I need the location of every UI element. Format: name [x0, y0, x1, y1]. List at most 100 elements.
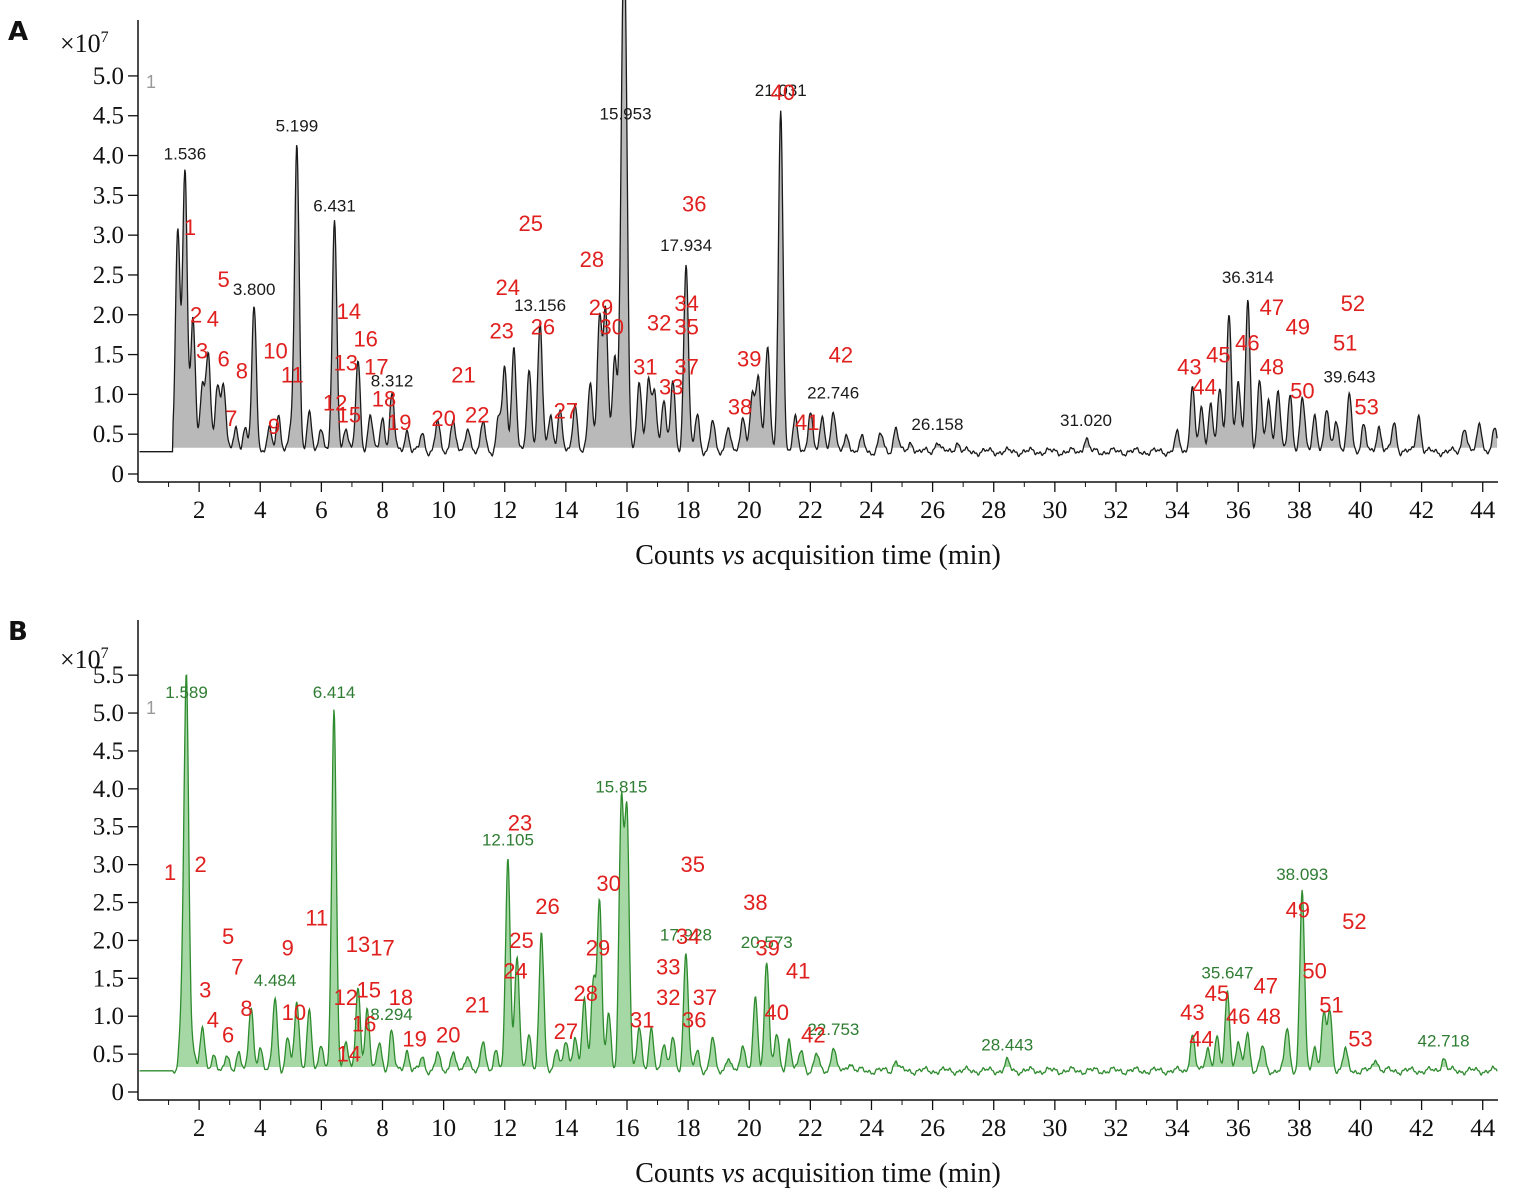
peak-number-label: 6	[217, 347, 229, 372]
x-axis-title-part: acquisition time (min)	[745, 1158, 1001, 1189]
peak-number-label: 7	[231, 955, 243, 980]
peak-number-label: 46	[1235, 331, 1259, 356]
peak-number-label: 8	[236, 358, 248, 383]
peak-number-label: 3	[196, 339, 208, 364]
x-axis-title-italic: vs	[722, 540, 745, 571]
x-tick-label: 18	[676, 497, 701, 524]
peak-number-label: 10	[263, 339, 287, 364]
peak-number-label: 22	[465, 402, 489, 427]
peak-number-label: 24	[496, 275, 520, 300]
retention-time-label: 26.158	[911, 415, 963, 434]
peak-number-label: 10	[282, 1000, 306, 1025]
peak-number-label: 3	[199, 977, 211, 1002]
peak-number-label: 8	[240, 996, 252, 1021]
peak-number-label: 40	[764, 1000, 788, 1025]
retention-time-label: 17.934	[660, 236, 712, 255]
corner-mark: 1	[146, 72, 156, 92]
y-tick-label: 0.5	[93, 421, 124, 448]
x-tick-label: 30	[1042, 1115, 1067, 1142]
peak-number-label: 47	[1253, 973, 1277, 998]
peak-number-label: 1	[184, 215, 196, 240]
peak-number-label: 30	[596, 871, 620, 896]
peak-number-label: 35	[674, 315, 698, 340]
retention-time-label: 39.643	[1324, 367, 1376, 386]
retention-time-label: 6.414	[313, 683, 356, 702]
peak-number-label: 18	[389, 985, 413, 1010]
peak-number-label: 27	[554, 1019, 578, 1044]
peak-number-label: 16	[352, 1011, 376, 1036]
retention-time-label: 4.484	[254, 971, 297, 990]
x-tick-label: 38	[1287, 497, 1312, 524]
retention-time-label: 12.105	[482, 831, 534, 850]
scale-exponent: 7	[101, 645, 109, 662]
peak-number-label: 14	[337, 1042, 361, 1067]
peak-number-label: 1	[164, 860, 176, 885]
x-tick-label: 20	[737, 1115, 762, 1142]
peak-number-label: 40	[771, 80, 795, 105]
corner-mark: 1	[146, 698, 156, 718]
y-tick-label: 2.5	[93, 262, 124, 289]
x-tick-label: 10	[431, 1115, 456, 1142]
peak-number-label: 38	[743, 890, 767, 915]
y-tick-label: 4.5	[93, 738, 124, 765]
y-tick-label: 1.5	[93, 342, 124, 369]
peak-number-label: 45	[1205, 981, 1229, 1006]
peak-number-label: 34	[674, 291, 698, 316]
peak-number-label: 33	[659, 374, 683, 399]
x-tick-label: 36	[1226, 1115, 1251, 1142]
peak-number-label: 34	[676, 924, 700, 949]
x-tick-label: 30	[1042, 497, 1067, 524]
peak-number-label: 53	[1354, 394, 1378, 419]
peak-number-label: 42	[829, 343, 853, 368]
peak-number-label: 50	[1290, 378, 1314, 403]
retention-time-label: 22.753	[807, 1020, 859, 1039]
y-tick-label: 2.0	[93, 302, 124, 329]
peak-number-label: 48	[1257, 1004, 1281, 1029]
x-tick-label: 34	[1165, 1115, 1191, 1142]
peak-number-label: 12	[323, 390, 347, 415]
chromatogram-fill	[139, 675, 1498, 1067]
x-axis-title: Counts vs acquisition time (min)	[635, 1158, 1001, 1189]
retention-time-label: 42.718	[1418, 1032, 1470, 1051]
y-tick-label: 1.0	[93, 1003, 124, 1030]
x-tick-label: 44	[1470, 497, 1496, 524]
peak-number-label: 32	[656, 985, 680, 1010]
x-tick-label: 28	[981, 497, 1006, 524]
x-tick-label: 22	[798, 1115, 823, 1142]
peak-number-label: 18	[372, 386, 396, 411]
retention-time-label: 21.031	[755, 81, 807, 100]
peak-number-label: 14	[337, 299, 361, 324]
peak-number-label: 31	[630, 1008, 654, 1033]
x-tick-label: 24	[859, 497, 885, 524]
peak-number-label: 46	[1226, 1004, 1250, 1029]
retention-time-label: 1.536	[164, 145, 207, 164]
peak-number-label: 49	[1286, 898, 1310, 923]
peak-number-label: 28	[580, 247, 604, 272]
peak-number-label: 19	[387, 410, 411, 435]
peak-number-label: 17	[364, 354, 388, 379]
peak-number-label: 35	[680, 852, 704, 877]
chromatogram-trace	[139, 674, 1498, 1077]
y-tick-label: 5.5	[93, 662, 124, 689]
scale-multiplier: ×107	[60, 645, 109, 674]
x-tick-label: 12	[492, 497, 517, 524]
chart-panel-B: B×107100.51.01.52.02.53.03.54.04.55.05.5…	[8, 617, 1498, 1189]
peak-number-label: 9	[268, 414, 280, 439]
x-tick-label: 26	[920, 497, 945, 524]
retention-time-label: 1.589	[165, 683, 208, 702]
x-tick-label: 14	[553, 1115, 579, 1142]
x-tick-label: 44	[1470, 1115, 1496, 1142]
peak-number-label: 39	[737, 347, 761, 372]
retention-time-label: 3.800	[233, 280, 276, 299]
peak-number-label: 15	[356, 977, 380, 1002]
peak-number-label: 28	[573, 981, 597, 1006]
peak-number-label: 5	[217, 267, 229, 292]
peak-number-label: 11	[281, 362, 304, 387]
peak-number-label: 51	[1319, 992, 1343, 1017]
panel-letter: A	[8, 17, 28, 47]
peak-number-label: 37	[674, 354, 698, 379]
scale-exponent: 7	[101, 29, 109, 46]
peak-number-label: 41	[786, 958, 810, 983]
x-tick-label: 14	[553, 497, 579, 524]
peak-number-label: 25	[509, 928, 533, 953]
